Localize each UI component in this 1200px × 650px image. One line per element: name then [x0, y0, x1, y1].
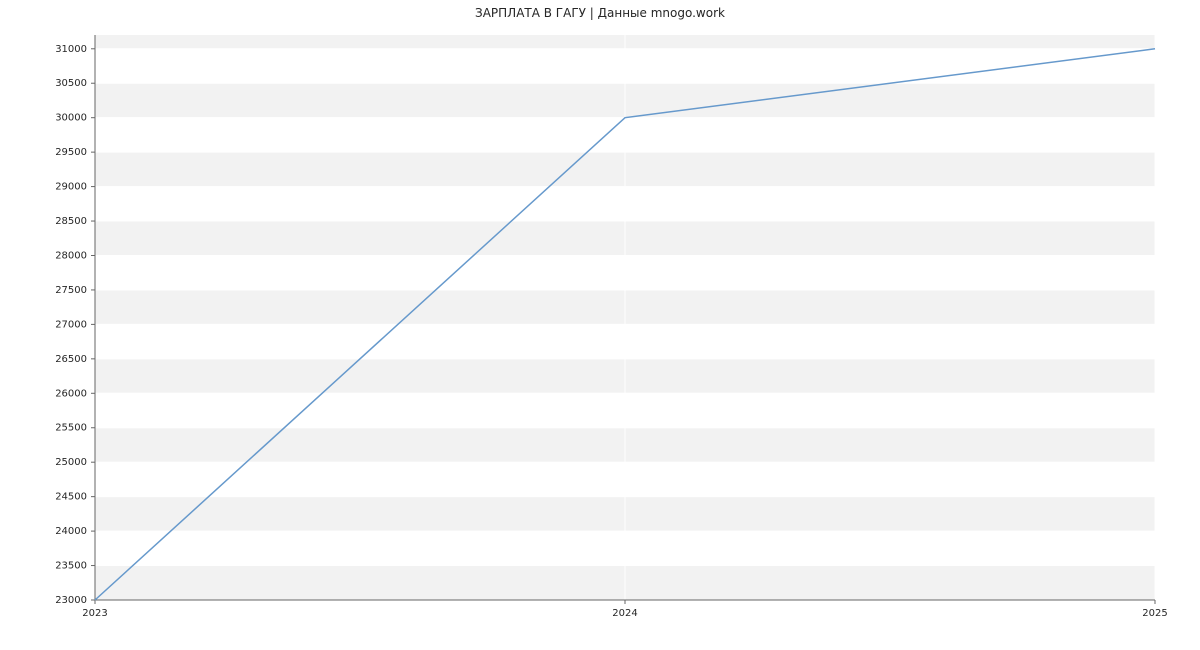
- y-tick-label: 29000: [55, 182, 87, 193]
- y-tick-label: 28000: [55, 250, 87, 261]
- y-tick-label: 26000: [55, 388, 87, 399]
- x-tick-label: 2023: [82, 608, 107, 619]
- y-tick-label: 23500: [55, 561, 87, 572]
- y-tick-label: 24500: [55, 492, 87, 503]
- y-tick-label: 30000: [55, 113, 87, 124]
- salary-chart: ЗАРПЛАТА В ГАГУ | Данные mnogo.work 2300…: [0, 0, 1200, 650]
- chart-canvas: 23000 23500 24000 24500 25000 25500 26000 26500…: [0, 0, 1200, 650]
- y-tick-label: 26500: [55, 354, 87, 365]
- y-tick-label: 27500: [55, 285, 87, 296]
- y-tick-label: 25000: [55, 457, 87, 468]
- y-tick-label: 28500: [55, 216, 87, 227]
- x-tick-label: 2024: [612, 608, 637, 619]
- y-tick-label: 29500: [55, 147, 87, 158]
- chart-title: ЗАРПЛАТА В ГАГУ | Данные mnogo.work: [0, 6, 1200, 20]
- y-tick-label: 27000: [55, 319, 87, 330]
- y-tick-label: 30500: [55, 78, 87, 89]
- y-tick-label: 24000: [55, 526, 87, 537]
- x-tick-label: 2025: [1142, 608, 1167, 619]
- y-tick-label: 25500: [55, 423, 87, 434]
- y-tick-label: 23000: [55, 595, 87, 606]
- y-tick-label: 31000: [55, 44, 87, 55]
